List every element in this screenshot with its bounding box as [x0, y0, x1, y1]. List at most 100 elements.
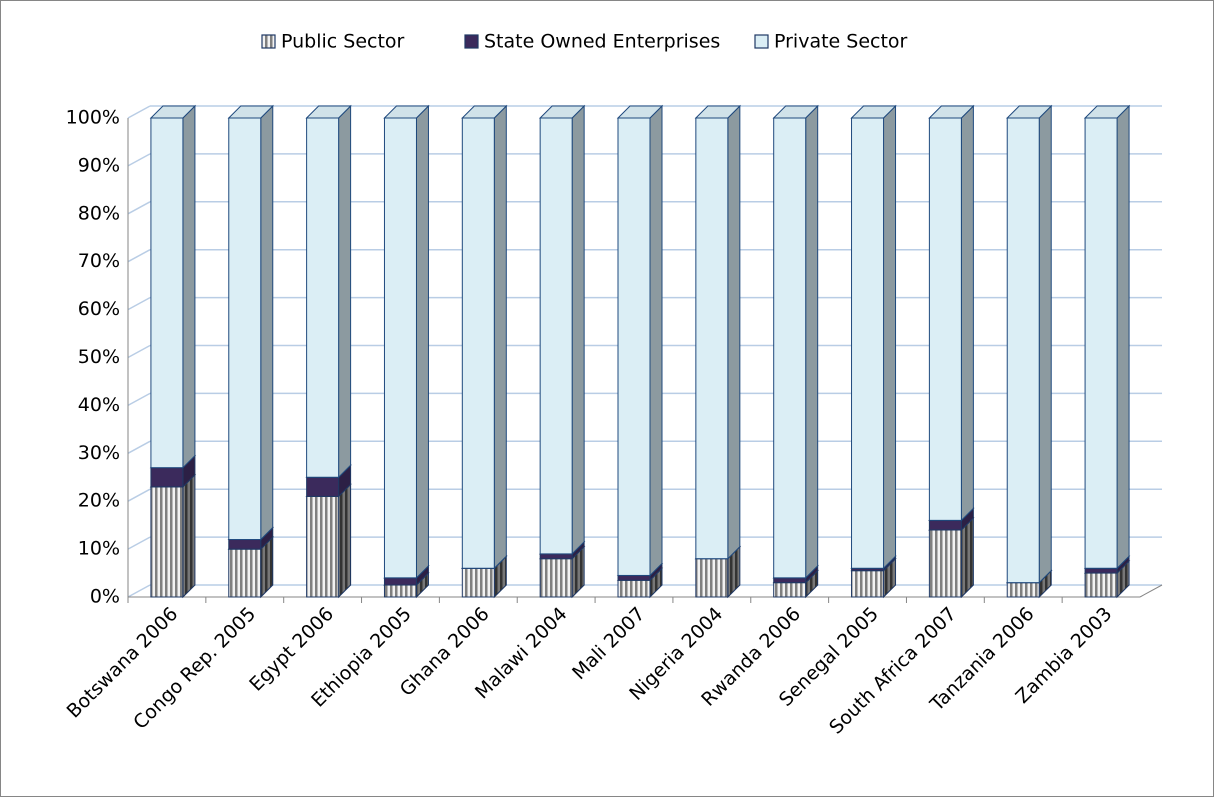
bar-side	[182, 473, 196, 599]
bar-front	[150, 117, 184, 469]
grid-line-floor	[127, 153, 151, 167]
bar-segment	[772, 104, 819, 580]
bar-top	[928, 105, 975, 119]
legend-label: Private Sector	[774, 31, 908, 53]
y-tick-label: 80%	[78, 202, 120, 224]
bar-front	[539, 558, 573, 598]
grid-line-floor	[127, 296, 151, 311]
bar-front	[383, 577, 417, 586]
bar-segment	[461, 104, 508, 570]
bar-side	[960, 516, 974, 599]
bar-top	[538, 105, 586, 119]
bar-top	[1006, 105, 1053, 119]
grid-line-floor	[127, 584, 151, 598]
y-tick-label: 20%	[78, 490, 120, 512]
bar-side	[182, 104, 196, 469]
bar-side	[805, 104, 819, 580]
bar-top	[383, 105, 430, 119]
legend-label: Public Sector	[281, 31, 405, 53]
grid-line-floor	[127, 488, 151, 502]
bar-front	[617, 579, 651, 598]
bar-top	[772, 105, 819, 119]
bar-front	[306, 495, 340, 598]
bar-front	[383, 117, 417, 579]
bar-front	[306, 476, 340, 497]
bar-front	[306, 117, 340, 478]
bar-front	[617, 574, 651, 581]
y-tick-label: 60%	[78, 298, 120, 320]
bar-front	[1084, 567, 1118, 574]
y-tick-label: 10%	[78, 538, 120, 560]
bar-side	[493, 104, 507, 570]
bar-front	[773, 577, 807, 584]
bar-side	[338, 483, 352, 599]
bar-segment	[149, 473, 197, 599]
bar-top	[461, 105, 508, 119]
bar-segment	[616, 104, 664, 577]
grid-line-floor	[127, 440, 151, 454]
y-tick-label: 0%	[90, 586, 120, 608]
bar-side	[415, 104, 429, 580]
bar-front	[228, 117, 262, 541]
bar-segment	[1006, 104, 1053, 584]
bar-front	[539, 553, 573, 560]
grid-line-floor	[127, 249, 151, 263]
legend-label: State Owned Enterprises	[484, 31, 720, 53]
bar-segment	[538, 104, 586, 556]
bar-front	[228, 539, 262, 550]
bar-segment	[694, 104, 742, 560]
bar-side	[883, 104, 897, 570]
bar-front	[695, 117, 729, 560]
y-tick-label: 90%	[78, 154, 120, 176]
bar-segment	[305, 483, 352, 599]
bar-side	[1038, 104, 1052, 584]
bar-front	[1006, 117, 1040, 584]
legend-swatch	[261, 34, 276, 49]
grid-line-floor	[127, 201, 151, 215]
bar-top	[227, 105, 274, 119]
bar-front	[851, 117, 885, 569]
bar-front	[461, 567, 495, 598]
bar-front	[228, 548, 262, 598]
y-tick-label: 40%	[78, 394, 120, 416]
bar-front	[383, 584, 417, 598]
bar-side	[649, 104, 663, 577]
y-tick-label: 50%	[78, 346, 120, 368]
bar-top	[616, 105, 664, 119]
bar-side	[260, 104, 274, 541]
bar-segment	[383, 104, 430, 580]
bar-side	[960, 104, 974, 522]
bar-front	[695, 558, 729, 598]
bar-side	[1116, 104, 1130, 570]
bar-segment	[149, 104, 197, 469]
bar-front	[1084, 572, 1118, 598]
bar-top	[305, 105, 352, 119]
bar-top	[694, 105, 742, 119]
grid-line-floor	[127, 344, 151, 359]
grid-line-floor	[127, 105, 151, 119]
bar-side	[338, 104, 352, 479]
bar-front	[773, 117, 807, 579]
bar-segment	[928, 104, 975, 522]
bar-top	[1083, 105, 1131, 119]
grid-line-floor	[127, 536, 151, 550]
y-tick-label: 100%	[66, 107, 120, 129]
bar-segment	[227, 104, 274, 541]
bar-segment	[305, 104, 352, 479]
bar-top	[850, 105, 897, 119]
bar-front	[773, 582, 807, 598]
bar-front	[617, 117, 651, 576]
bar-front	[851, 570, 885, 598]
y-tick-label: 70%	[78, 250, 120, 272]
bar-side	[727, 104, 741, 560]
bar-front	[1006, 582, 1040, 598]
legend-swatch	[464, 34, 479, 49]
bar-front	[928, 117, 962, 521]
legend-swatch	[754, 34, 769, 49]
bar-front	[150, 467, 184, 488]
bar-front	[1084, 117, 1118, 569]
bar-top	[149, 105, 197, 119]
bar-front	[539, 117, 573, 555]
bar-front	[461, 117, 495, 569]
